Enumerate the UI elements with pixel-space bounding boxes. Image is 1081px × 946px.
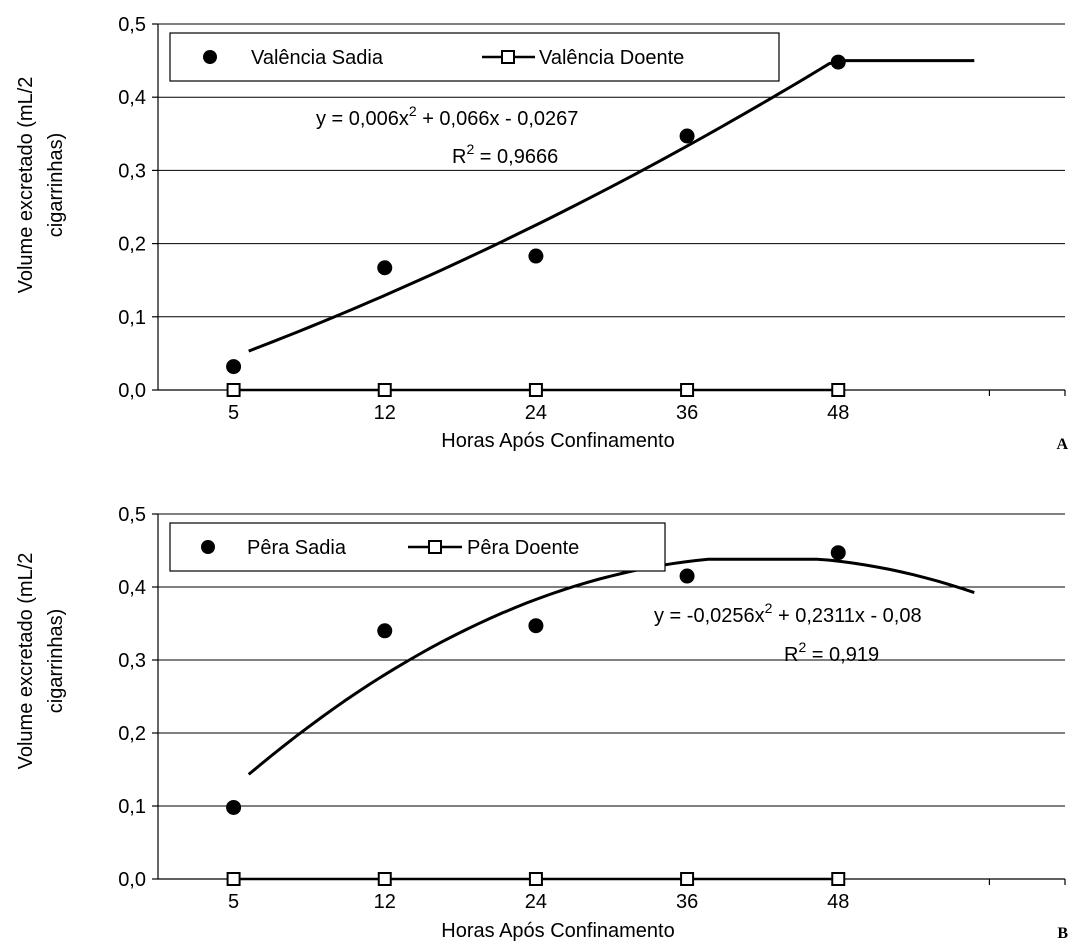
x-tick-label: 5 [228, 402, 239, 424]
data-point-sadia [679, 128, 695, 144]
trendline [247, 557, 975, 776]
equation-lhs: y = 0,006x [316, 108, 409, 130]
r-squared-value: = 0,9666 [474, 146, 558, 168]
equation-rhs: + 0,2311x - 0,08 [772, 605, 921, 627]
y-tick-label: 0,0 [118, 380, 146, 402]
y-tick-label: 0,3 [118, 650, 146, 672]
x-tick-label: 36 [676, 402, 698, 424]
r-squared-value: = 0,919 [806, 644, 879, 666]
legend-label-doente: Valência Doente [539, 47, 684, 69]
equation-exponent: 2 [409, 103, 417, 119]
r-squared: R2 = 0,919 [784, 639, 879, 666]
y-tick-label: 0,2 [118, 723, 146, 745]
legend-label-doente: Pêra Doente [467, 537, 579, 559]
y-tick-label: 0,0 [118, 869, 146, 891]
r-squared: R2 = 0,9666 [452, 141, 558, 168]
x-tick-label: 5 [228, 891, 239, 913]
equation-line: y = 0,006x2 + 0,066x - 0,0267 [316, 103, 578, 130]
x-axis-title: Horas Após Confinamento [441, 920, 674, 942]
data-point-sadia [377, 623, 393, 639]
data-point-sadia [830, 545, 846, 561]
data-point-sadia [226, 799, 242, 815]
chart-panel-b: 0,0 0,1 0,2 0,3 0,4 0,5 5 12 24 36 48 Volume excre… [15, 504, 1068, 942]
data-point-sadia [377, 260, 393, 276]
r-squared-exponent: 2 [466, 141, 474, 157]
data-point-sadia [528, 618, 544, 634]
y-tick-label: 0,4 [118, 87, 146, 109]
y-tick-label: 0,4 [118, 577, 146, 599]
x-tick-label: 24 [525, 402, 547, 424]
plot-area: 0,0 0,1 0,2 0,3 0,4 0,5 5 12 24 36 48 [118, 14, 1066, 424]
data-point-doente [226, 383, 241, 397]
data-point-doente [831, 383, 846, 397]
x-axis-title: Horas Após Confinamento [441, 430, 674, 452]
x-tick-label: 12 [374, 891, 396, 913]
legend: Valência Sadia Valência Doente [169, 32, 780, 82]
x-tick-label: 24 [525, 891, 547, 913]
x-tick-label: 36 [676, 891, 698, 913]
data-point-doente [528, 872, 543, 886]
legend-marker-sadia [201, 540, 215, 554]
x-tick-label: 48 [827, 402, 849, 424]
data-point-doente [680, 383, 695, 397]
data-point-doente [226, 872, 241, 886]
y-axis-title-line2: cigarrinhas) [45, 609, 67, 713]
panel-label: B [1057, 925, 1068, 942]
legend-marker-sadia [203, 50, 217, 64]
r-squared-prefix: R [784, 644, 798, 666]
equation-line: y = -0,0256x2 + 0,2311x - 0,08 [654, 600, 922, 627]
data-point-doente [528, 383, 543, 397]
legend-marker-doente [428, 540, 442, 554]
legend-label-sadia: Pêra Sadia [247, 537, 347, 559]
equation-lhs: y = -0,0256x [654, 605, 765, 627]
y-tick-label: 0,5 [118, 14, 146, 36]
r-squared-prefix: R [452, 146, 466, 168]
equation-exponent: 2 [765, 600, 773, 616]
y-tick-label: 0,2 [118, 234, 146, 256]
y-axis-title: Volume excretado (mL/2 [15, 77, 37, 294]
data-point-doente [377, 872, 392, 886]
y-axis-title-line2: cigarrinhas) [45, 133, 67, 237]
trendline-equation: y = -0,0256x2 + 0,2311x - 0,08 R2 = 0,91… [654, 600, 922, 666]
y-tick-label: 0,5 [118, 504, 146, 526]
equation-rhs: + 0,066x - 0,0267 [417, 108, 579, 130]
y-tick-label: 0,3 [118, 160, 146, 182]
r-squared-exponent: 2 [798, 639, 806, 655]
data-point-sadia [679, 568, 695, 584]
panel-label: A [1056, 436, 1068, 453]
data-point-sadia [226, 359, 242, 375]
y-axis-title: Volume excretado (mL/2 [15, 553, 37, 770]
trendline [248, 59, 975, 353]
y-tick-label: 0,1 [118, 796, 146, 818]
legend-box [169, 32, 780, 82]
data-point-sadia [830, 54, 846, 70]
chart-panel-a: 0,0 0,1 0,2 0,3 0,4 0,5 5 12 24 36 48 Volume excre… [15, 14, 1068, 453]
data-point-doente [831, 872, 846, 886]
legend-marker-doente [501, 50, 515, 64]
trendline-equation: y = 0,006x2 + 0,066x - 0,0267 R2 = 0,966… [316, 103, 578, 168]
x-tick-label: 12 [374, 402, 396, 424]
data-point-doente [377, 383, 392, 397]
legend: Pêra Sadia Pêra Doente [169, 522, 666, 572]
legend-label-sadia: Valência Sadia [251, 47, 384, 69]
data-point-sadia [528, 248, 544, 264]
data-point-doente [680, 872, 695, 886]
x-tick-label: 48 [827, 891, 849, 913]
plot-area: 0,0 0,1 0,2 0,3 0,4 0,5 5 12 24 36 48 [118, 504, 1066, 913]
y-tick-label: 0,1 [118, 307, 146, 329]
